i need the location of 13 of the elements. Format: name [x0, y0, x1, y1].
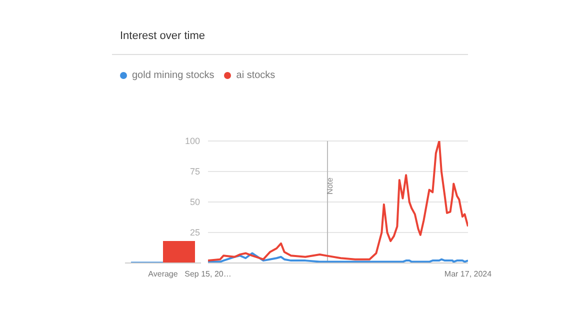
x-tick-label: Average [148, 270, 178, 279]
line-series [208, 141, 468, 262]
legend-label: gold mining stocks [132, 70, 214, 81]
y-tick-label: 100 [184, 136, 200, 146]
chart-title: Interest over time [120, 30, 205, 42]
ref-line-label: Note [325, 177, 334, 194]
y-tick-label: 25 [190, 228, 200, 238]
x-tick-label: Sep 15, 20… [184, 270, 232, 279]
legend-label: ai stocks [236, 70, 276, 81]
y-tick-label: 50 [190, 197, 200, 208]
y-tick-label: 75 [190, 166, 200, 177]
x-tick-label: Mar 17, 2024 [444, 270, 492, 279]
line-series [208, 252, 468, 263]
